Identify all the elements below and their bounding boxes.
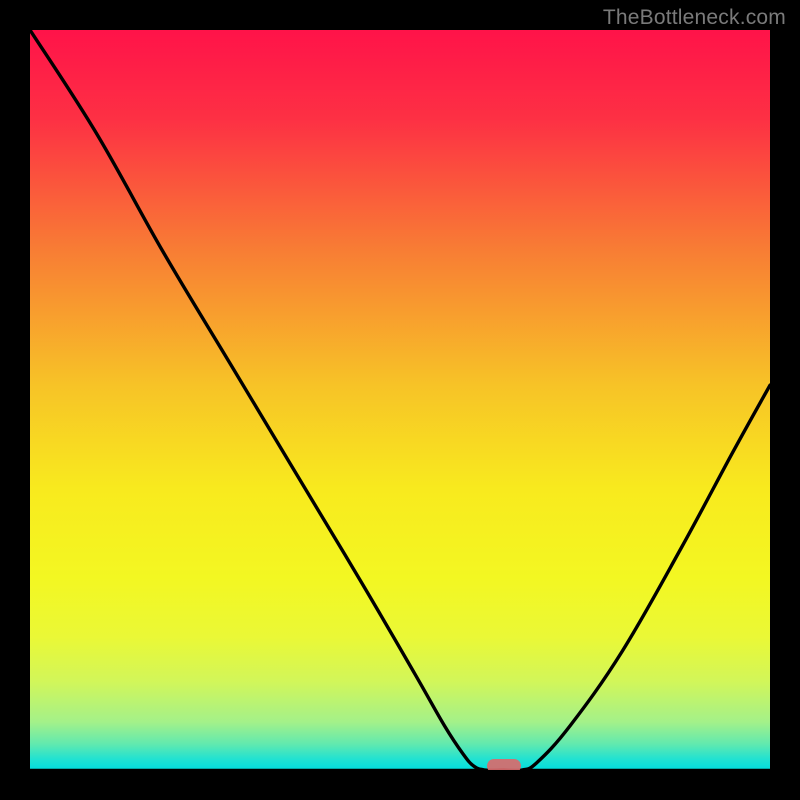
plot-area (30, 30, 770, 770)
watermark-text: TheBottleneck.com (603, 6, 786, 30)
chart-svg-layer (30, 30, 770, 770)
bottleneck-curve (30, 30, 770, 770)
optimum-marker (487, 759, 521, 770)
